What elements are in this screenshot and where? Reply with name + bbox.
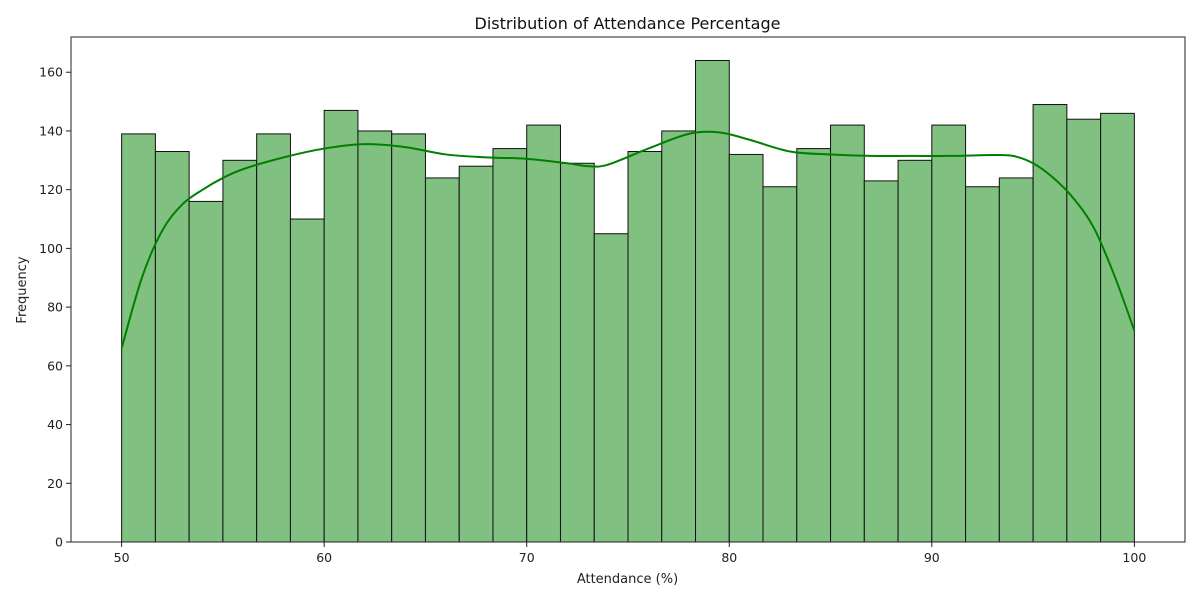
histogram-bar	[492, 148, 528, 543]
histogram-bar	[154, 151, 190, 543]
histogram-bar	[728, 153, 764, 543]
y-tick-label: 140	[39, 123, 63, 138]
chart-title: Distribution of Attendance Percentage	[475, 14, 781, 33]
y-tick-label: 100	[39, 241, 63, 256]
x-tick-label: 50	[114, 550, 130, 565]
x-axis-label: Attendance (%)	[577, 572, 678, 587]
histogram-bar	[391, 133, 426, 543]
histogram-bar	[661, 130, 697, 543]
histogram-bar	[424, 177, 460, 543]
kde-line	[120, 130, 1136, 349]
y-tick-label: 20	[47, 476, 63, 491]
x-axis-ticks: 50 60 70 80 90 100	[114, 542, 1146, 565]
histogram-bar	[796, 148, 832, 543]
histogram-bar	[526, 124, 561, 543]
histogram-bar	[965, 186, 1000, 543]
y-axis-ticks: 0 20 40 60 80 100 120 140 160	[39, 65, 71, 550]
histogram-bar	[121, 133, 156, 543]
x-tick-label: 70	[519, 550, 535, 565]
histogram-bar	[762, 186, 798, 543]
histogram-bar	[222, 159, 258, 543]
x-tick-label: 100	[1122, 550, 1146, 565]
histogram-bar	[256, 133, 291, 543]
y-tick-label: 120	[39, 182, 63, 197]
x-tick-label: 60	[316, 550, 332, 565]
histogram-bar	[1100, 112, 1135, 543]
histogram-bar	[998, 177, 1034, 543]
histogram-bar	[593, 233, 629, 543]
histogram-bar	[357, 130, 393, 543]
plot-frame	[70, 36, 1186, 543]
histogram-bar	[863, 180, 899, 543]
y-tick-label: 160	[39, 65, 63, 80]
histogram-bar	[458, 165, 494, 543]
histogram-bar	[188, 200, 224, 543]
histogram-bar	[830, 124, 865, 543]
histogram-bar	[695, 59, 730, 543]
bars-group	[121, 59, 1135, 543]
histogram-bar	[1032, 104, 1068, 543]
histogram-bar	[559, 162, 595, 543]
histogram-bar	[289, 218, 325, 543]
y-tick-label: 60	[47, 358, 63, 373]
y-axis-label: Frequency	[15, 256, 30, 323]
histogram-bar	[1066, 118, 1102, 543]
y-tick-label: 40	[47, 417, 63, 432]
histogram-bar	[323, 109, 359, 543]
x-tick-label: 90	[924, 550, 940, 565]
histogram-bar	[627, 151, 663, 543]
x-tick-label: 80	[721, 550, 737, 565]
histogram-bar	[897, 159, 933, 543]
y-tick-label: 0	[55, 535, 63, 550]
histogram-bar	[931, 124, 967, 543]
kde-group	[120, 130, 1136, 349]
y-tick-label: 80	[47, 300, 63, 315]
